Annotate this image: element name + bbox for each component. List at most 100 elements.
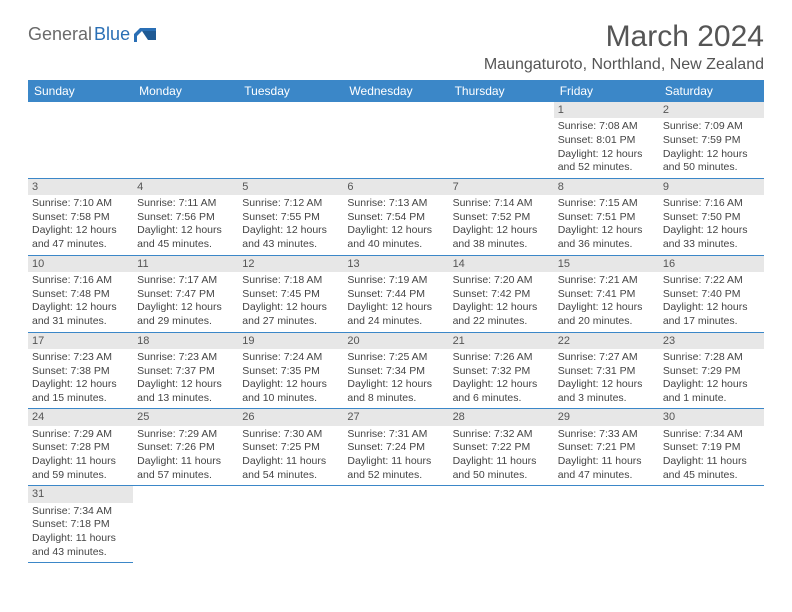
sunset-text: Sunset: 7:34 PM	[347, 365, 444, 379]
day-number: 18	[133, 333, 238, 349]
sunrise-text: Sunrise: 7:17 AM	[137, 274, 234, 288]
sunset-text: Sunset: 7:37 PM	[137, 365, 234, 379]
day-number: 13	[343, 256, 448, 272]
sunrise-text: Sunrise: 7:28 AM	[663, 351, 760, 365]
daylight-text: Daylight: 12 hours and 29 minutes.	[137, 301, 234, 328]
sunrise-text: Sunrise: 7:29 AM	[137, 428, 234, 442]
sunrise-text: Sunrise: 7:12 AM	[242, 197, 339, 211]
calendar-cell: 4Sunrise: 7:11 AMSunset: 7:56 PMDaylight…	[133, 179, 238, 256]
calendar-page: GeneralBlue March 2024 Maungaturoto, Nor…	[0, 0, 792, 583]
calendar-cell: 30Sunrise: 7:34 AMSunset: 7:19 PMDayligh…	[659, 409, 764, 486]
sunset-text: Sunset: 7:52 PM	[453, 211, 550, 225]
calendar-cell: 8Sunrise: 7:15 AMSunset: 7:51 PMDaylight…	[554, 179, 659, 256]
calendar-cell: 11 Sunrise: 7:17 AMSunset: 7:47 PMDayligh…	[133, 256, 238, 333]
day-number: 21	[449, 333, 554, 349]
day-of-week-label: Monday	[133, 80, 238, 102]
sunset-text: Sunset: 7:29 PM	[663, 365, 760, 379]
header: GeneralBlue March 2024 Maungaturoto, Nor…	[28, 20, 764, 74]
sunrise-text: Sunrise: 7:24 AM	[242, 351, 339, 365]
sunset-text: Sunset: 7:21 PM	[558, 441, 655, 455]
logo: GeneralBlue	[28, 20, 156, 45]
weeks-container: 1Sunrise: 7:08 AMSunset: 8:01 PMDaylight…	[28, 102, 764, 563]
day-of-week-label: Saturday	[659, 80, 764, 102]
daylight-text: Daylight: 12 hours and 31 minutes.	[32, 301, 129, 328]
daylight-text: Daylight: 12 hours and 40 minutes.	[347, 224, 444, 251]
sunrise-text: Sunrise: 7:22 AM	[663, 274, 760, 288]
daylight-text: Daylight: 12 hours and 6 minutes.	[453, 378, 550, 405]
sunrise-text: Sunrise: 7:20 AM	[453, 274, 550, 288]
daylight-text: Daylight: 12 hours and 15 minutes.	[32, 378, 129, 405]
day-number: 9	[659, 179, 764, 195]
daylight-text: Daylight: 11 hours and 50 minutes.	[453, 455, 550, 482]
daylight-text: Daylight: 12 hours and 1 minute.	[663, 378, 760, 405]
sunrise-text: Sunrise: 7:27 AM	[558, 351, 655, 365]
daylight-text: Daylight: 12 hours and 38 minutes.	[453, 224, 550, 251]
calendar-cell: 14Sunrise: 7:20 AMSunset: 7:42 PMDayligh…	[449, 256, 554, 333]
sunset-text: Sunset: 7:38 PM	[32, 365, 129, 379]
title-block: March 2024 Maungaturoto, Northland, New …	[484, 20, 764, 74]
daylight-text: Daylight: 12 hours and 13 minutes.	[137, 378, 234, 405]
sunrise-text: Sunrise: 7:14 AM	[453, 197, 550, 211]
calendar-cell-empty	[133, 102, 238, 179]
daylight-text: Daylight: 12 hours and 50 minutes.	[663, 148, 760, 175]
calendar-cell: 22Sunrise: 7:27 AMSunset: 7:31 PMDayligh…	[554, 333, 659, 410]
sunrise-text: Sunrise: 7:18 AM	[242, 274, 339, 288]
calendar-week-row: 31 Sunrise: 7:34 AMSunset: 7:18 PMDayligh…	[28, 486, 764, 563]
daylight-text: Daylight: 11 hours and 45 minutes.	[663, 455, 760, 482]
sunrise-text: Sunrise: 7:09 AM	[663, 120, 760, 134]
day-number: 7	[449, 179, 554, 195]
sunrise-text: Sunrise: 7:29 AM	[32, 428, 129, 442]
sunset-text: Sunset: 7:51 PM	[558, 211, 655, 225]
day-number: 23	[659, 333, 764, 349]
daylight-text: Daylight: 12 hours and 3 minutes.	[558, 378, 655, 405]
day-number: 28	[449, 409, 554, 425]
day-number: 20	[343, 333, 448, 349]
calendar-cell: 19Sunrise: 7:24 AMSunset: 7:35 PMDayligh…	[238, 333, 343, 410]
daylight-text: Daylight: 12 hours and 52 minutes.	[558, 148, 655, 175]
calendar-cell: 7 Sunrise: 7:14 AMSunset: 7:52 PMDaylight…	[449, 179, 554, 256]
calendar-week-row: 10Sunrise: 7:16 AMSunset: 7:48 PMDayligh…	[28, 256, 764, 333]
sunset-text: Sunset: 7:40 PM	[663, 288, 760, 302]
day-number: 31	[28, 486, 133, 502]
calendar-cell: 6Sunrise: 7:13 AMSunset: 7:54 PMDaylight…	[343, 179, 448, 256]
day-number: 25	[133, 409, 238, 425]
sunrise-text: Sunrise: 7:25 AM	[347, 351, 444, 365]
calendar-grid: SundayMondayTuesdayWednesdayThursdayFrid…	[28, 80, 764, 563]
calendar-week-row: 1Sunrise: 7:08 AMSunset: 8:01 PMDaylight…	[28, 102, 764, 179]
sunset-text: Sunset: 7:19 PM	[663, 441, 760, 455]
sunset-text: Sunset: 7:56 PM	[137, 211, 234, 225]
sunset-text: Sunset: 7:24 PM	[347, 441, 444, 455]
calendar-cell: 23 Sunrise: 7:28 AMSunset: 7:29 PMDayligh…	[659, 333, 764, 410]
sunset-text: Sunset: 7:28 PM	[32, 441, 129, 455]
calendar-cell: 21Sunrise: 7:26 AMSunset: 7:32 PMDayligh…	[449, 333, 554, 410]
sunrise-text: Sunrise: 7:33 AM	[558, 428, 655, 442]
sunset-text: Sunset: 7:18 PM	[32, 518, 129, 532]
day-number: 11	[133, 256, 238, 272]
calendar-cell-empty	[449, 486, 554, 563]
day-number: 19	[238, 333, 343, 349]
sunset-text: Sunset: 7:42 PM	[453, 288, 550, 302]
day-number: 1	[554, 102, 659, 118]
sunset-text: Sunset: 7:47 PM	[137, 288, 234, 302]
calendar-cell: 13Sunrise: 7:19 AMSunset: 7:44 PMDayligh…	[343, 256, 448, 333]
sunset-text: Sunset: 7:55 PM	[242, 211, 339, 225]
calendar-cell: 2Sunrise: 7:09 AMSunset: 7:59 PMDaylight…	[659, 102, 764, 179]
calendar-cell-empty	[238, 102, 343, 179]
calendar-cell: 17Sunrise: 7:23 AMSunset: 7:38 PMDayligh…	[28, 333, 133, 410]
sunset-text: Sunset: 7:41 PM	[558, 288, 655, 302]
sunrise-text: Sunrise: 7:10 AM	[32, 197, 129, 211]
calendar-cell: 25Sunrise: 7:29 AMSunset: 7:26 PMDayligh…	[133, 409, 238, 486]
sunrise-text: Sunrise: 7:34 AM	[32, 505, 129, 519]
day-number: 30	[659, 409, 764, 425]
daylight-text: Daylight: 11 hours and 59 minutes.	[32, 455, 129, 482]
calendar-cell: 5Sunrise: 7:12 AMSunset: 7:55 PMDaylight…	[238, 179, 343, 256]
calendar-cell-empty	[238, 486, 343, 563]
day-number: 6	[343, 179, 448, 195]
sunrise-text: Sunrise: 7:30 AM	[242, 428, 339, 442]
calendar-cell: 20Sunrise: 7:25 AMSunset: 7:34 PMDayligh…	[343, 333, 448, 410]
sunset-text: Sunset: 7:26 PM	[137, 441, 234, 455]
sunrise-text: Sunrise: 7:15 AM	[558, 197, 655, 211]
sunrise-text: Sunrise: 7:26 AM	[453, 351, 550, 365]
daylight-text: Daylight: 11 hours and 43 minutes.	[32, 532, 129, 559]
day-number: 15	[554, 256, 659, 272]
